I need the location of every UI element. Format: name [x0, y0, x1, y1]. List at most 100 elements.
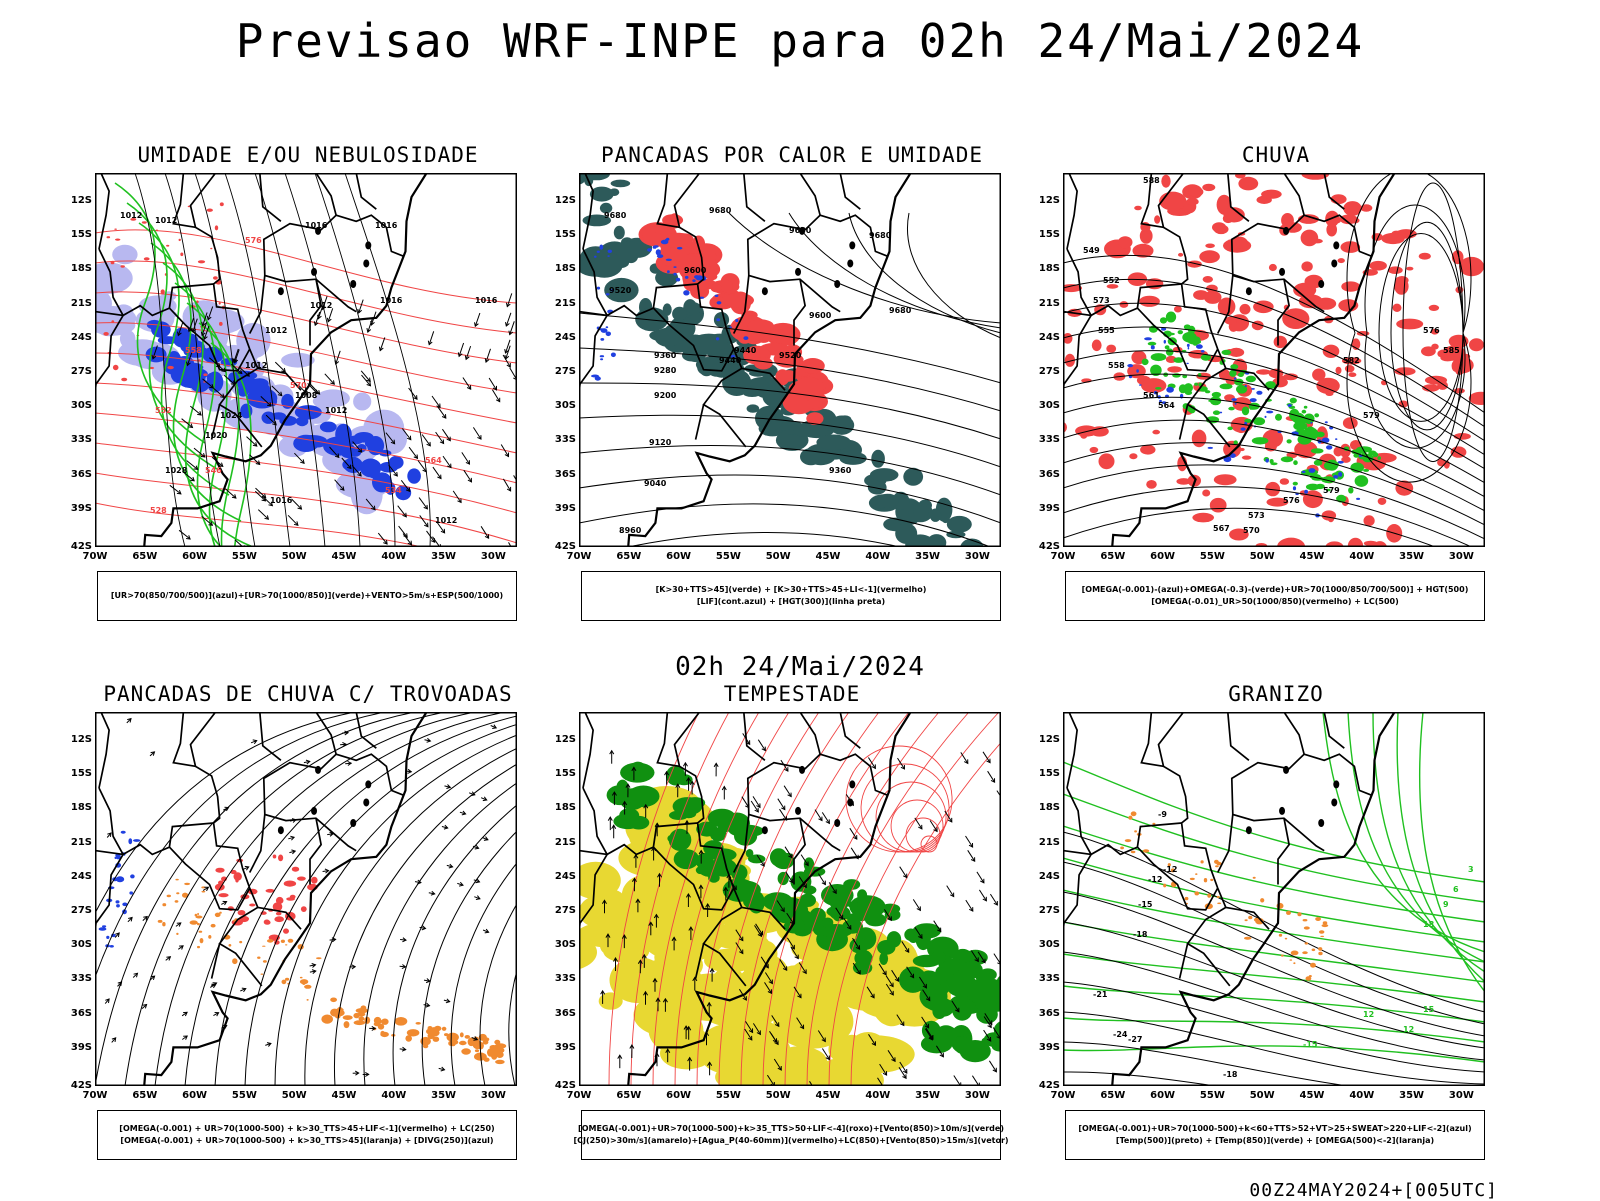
contour-label: 9280: [654, 366, 677, 375]
shaded-area: [1204, 878, 1207, 882]
shaded-area: [1185, 897, 1189, 900]
storm-orange-inland: [158, 879, 322, 1001]
shaded-area: [1301, 261, 1312, 271]
shaded-area: [166, 245, 169, 247]
shaded-area: [343, 1015, 353, 1020]
shaded-area: [264, 920, 270, 925]
shaded-area: [1314, 413, 1319, 417]
legend-line: [OMEGA(-0.001) + UR>70(1000-500) + k>30_…: [119, 1123, 494, 1135]
contour-label: -18: [1223, 1070, 1238, 1079]
shaded-area: [257, 957, 260, 959]
shaded-area: [653, 246, 657, 249]
lon-tick-label: 55W: [708, 551, 748, 562]
legend-line: [UR>70(850/700/500)](azul)+[UR>70(1000/8…: [111, 590, 503, 602]
country-border: [264, 173, 356, 312]
shaded-area: [607, 255, 610, 257]
shaded-area: [115, 857, 117, 860]
shaded-area: [1253, 877, 1256, 879]
shaded-area: [1186, 198, 1198, 205]
lat-tick-label: 30S: [542, 400, 576, 411]
shaded-area: [496, 1051, 504, 1058]
shaded-area: [666, 259, 672, 261]
country-border: [583, 712, 593, 788]
lon-tick-label: 50W: [1242, 1090, 1282, 1101]
shaded-area: [628, 816, 649, 830]
map-layers: 9680968096809680960095209440944093609280…: [579, 173, 1001, 547]
shaded-area: [1231, 398, 1237, 401]
shaded-area: [1128, 816, 1132, 820]
shaded-area: [175, 879, 178, 881]
shaded-area: [197, 946, 200, 948]
contour-line: [876, 782, 946, 852]
shaded-area: [267, 939, 273, 943]
shaded-area: [1318, 952, 1322, 955]
lat-tick-label: 24S: [58, 332, 92, 343]
shaded-area: [1279, 934, 1282, 937]
contour-label: -27: [1128, 1035, 1142, 1044]
wind-vector: [422, 435, 430, 446]
wind-vector: [462, 452, 470, 464]
shaded-area: [232, 958, 237, 964]
shaded-area: [711, 284, 722, 293]
shaded-area: [1187, 344, 1190, 347]
shaded-area: [1311, 448, 1324, 453]
shaded-area: [608, 250, 612, 253]
shaded-area: [1165, 345, 1170, 349]
shaded-area: [1364, 515, 1375, 526]
shaded-area: [1326, 445, 1332, 449]
contour-label: 555: [1098, 326, 1115, 335]
contour-line: [1063, 954, 1485, 1002]
shaded-area: [1396, 319, 1423, 330]
shaded-area: [601, 328, 608, 333]
shaded-area: [1381, 233, 1405, 244]
lon-tick-label: 40W: [1342, 551, 1382, 562]
country-border: [1232, 712, 1324, 851]
shaded-area: [395, 1017, 408, 1026]
lat-tick-label: 18S: [58, 802, 92, 813]
shaded-area: [99, 927, 107, 931]
shaded-area: [360, 459, 381, 478]
shaded-area: [1208, 447, 1213, 449]
country-border: [657, 712, 679, 766]
contour-label: -24: [1113, 1030, 1128, 1039]
lon-tick-label: 30W: [1441, 1090, 1481, 1101]
lake-marker: [1331, 259, 1337, 267]
lon-tick-label: 35W: [908, 551, 948, 562]
lat-tick-label: 30S: [58, 939, 92, 950]
shaded-area: [1275, 414, 1282, 421]
shaded-area: [175, 900, 179, 903]
shaded-area: [1310, 963, 1316, 968]
country-border: [95, 851, 123, 1086]
shaded-area: [116, 904, 120, 907]
shaded-area: [1205, 244, 1215, 249]
lat-tick-label: 24S: [542, 871, 576, 882]
shaded-area: [1393, 304, 1402, 312]
lon-tick-label: 65W: [1093, 551, 1133, 562]
shaded-area: [655, 328, 682, 347]
contour-line: [1379, 234, 1463, 422]
lon-tick-label: 55W: [224, 551, 264, 562]
contour-label: 1012: [120, 211, 142, 220]
contour-label: 9360: [654, 351, 677, 360]
contour-label: 576: [245, 236, 262, 245]
contour-label: 558: [185, 346, 202, 355]
shaded-area: [1287, 439, 1292, 443]
lake-marker: [363, 798, 369, 806]
shaded-area: [210, 248, 212, 250]
lon-tick-label: 30W: [957, 1090, 997, 1101]
shaded-area: [190, 920, 198, 924]
shaded-area: [1184, 383, 1193, 392]
shaded-area: [591, 375, 599, 378]
lat-tick-label: 27S: [58, 366, 92, 377]
shaded-area: [1266, 459, 1269, 463]
wind-vector: [954, 1076, 961, 1087]
shaded-area: [716, 318, 720, 321]
shaded-area: [1312, 369, 1325, 381]
country-border: [310, 818, 321, 884]
shaded-area: [211, 924, 216, 928]
lake-marker: [1283, 227, 1289, 235]
shaded-area: [273, 855, 277, 859]
shaded-area: [276, 897, 284, 904]
shaded-area: [1315, 917, 1321, 921]
